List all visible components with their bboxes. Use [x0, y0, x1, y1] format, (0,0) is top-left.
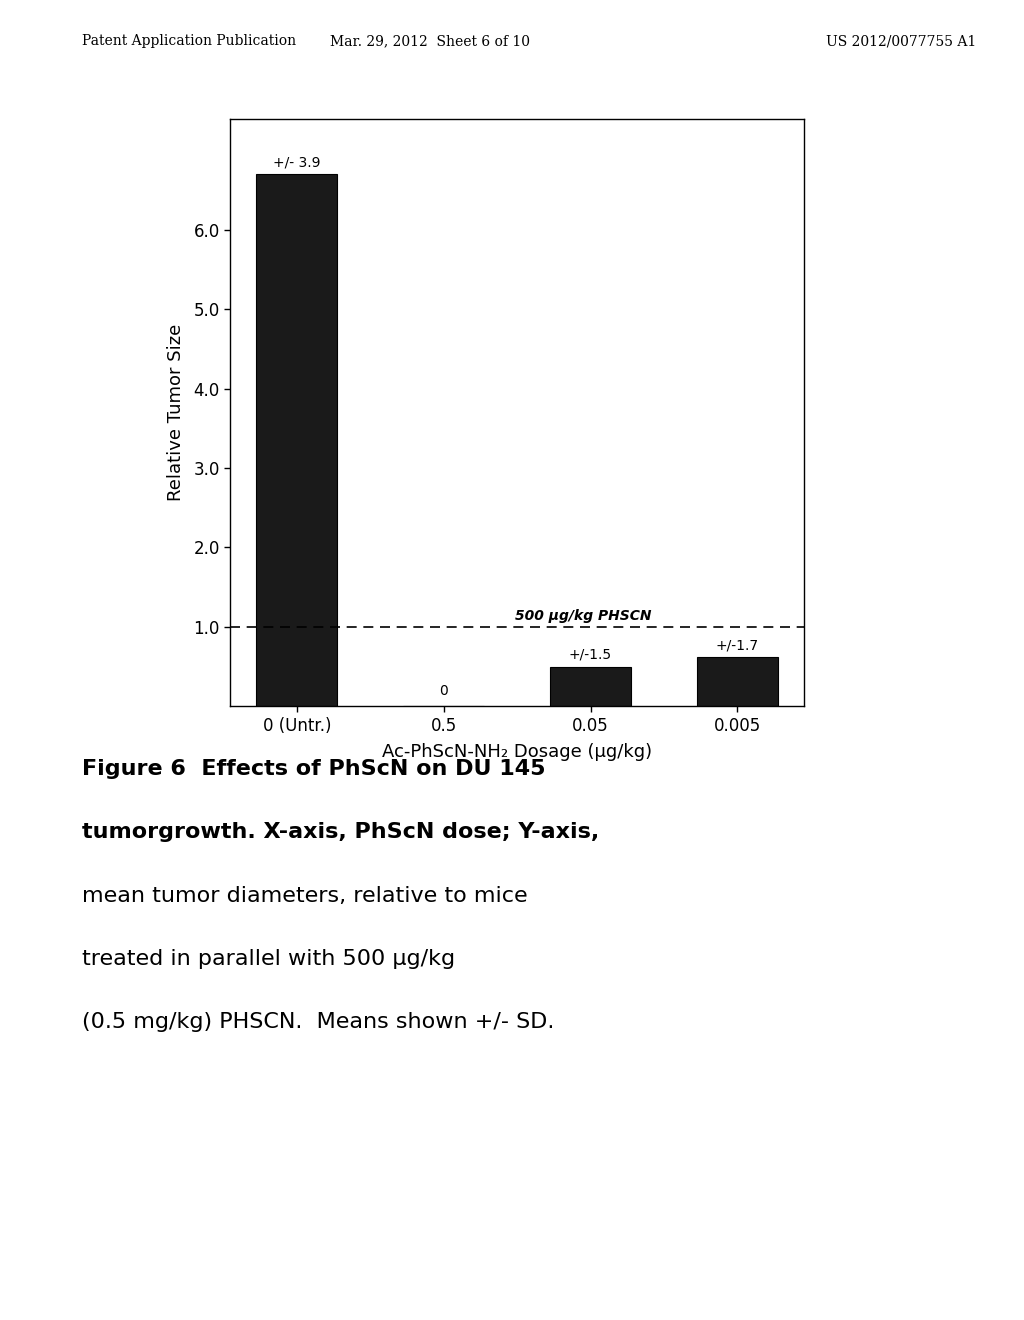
- Y-axis label: Relative Tumor Size: Relative Tumor Size: [167, 323, 185, 502]
- Bar: [256, 174, 337, 706]
- Text: treated in parallel with 500 μg/kg: treated in parallel with 500 μg/kg: [82, 949, 455, 969]
- Text: Patent Application Publication: Patent Application Publication: [82, 34, 296, 49]
- Text: Mar. 29, 2012  Sheet 6 of 10: Mar. 29, 2012 Sheet 6 of 10: [330, 34, 530, 49]
- Text: Figure 6  Effects of PhScN on DU 145: Figure 6 Effects of PhScN on DU 145: [82, 759, 546, 779]
- Text: mean tumor diameters, relative to mice: mean tumor diameters, relative to mice: [82, 886, 527, 906]
- Text: +/-1.5: +/-1.5: [569, 648, 612, 661]
- X-axis label: Ac-PhScN-NH₂ Dosage (μg/kg): Ac-PhScN-NH₂ Dosage (μg/kg): [382, 743, 652, 760]
- Text: tumor​growth. X-axis, PhScN dose; Y-axis,: tumor​growth. X-axis, PhScN dose; Y-axis…: [82, 822, 599, 842]
- Text: 0: 0: [439, 684, 449, 698]
- Bar: [697, 657, 778, 706]
- Text: US 2012/0077755 A1: US 2012/0077755 A1: [826, 34, 976, 49]
- Text: +/- 3.9: +/- 3.9: [273, 156, 321, 169]
- Text: (0.5 mg/kg) PHSCN.  Means shown +/- SD.: (0.5 mg/kg) PHSCN. Means shown +/- SD.: [82, 1012, 554, 1032]
- Text: +/-1.7: +/-1.7: [716, 639, 759, 652]
- Bar: [550, 667, 631, 706]
- Text: 500 μg/kg PHSCN: 500 μg/kg PHSCN: [515, 609, 651, 623]
